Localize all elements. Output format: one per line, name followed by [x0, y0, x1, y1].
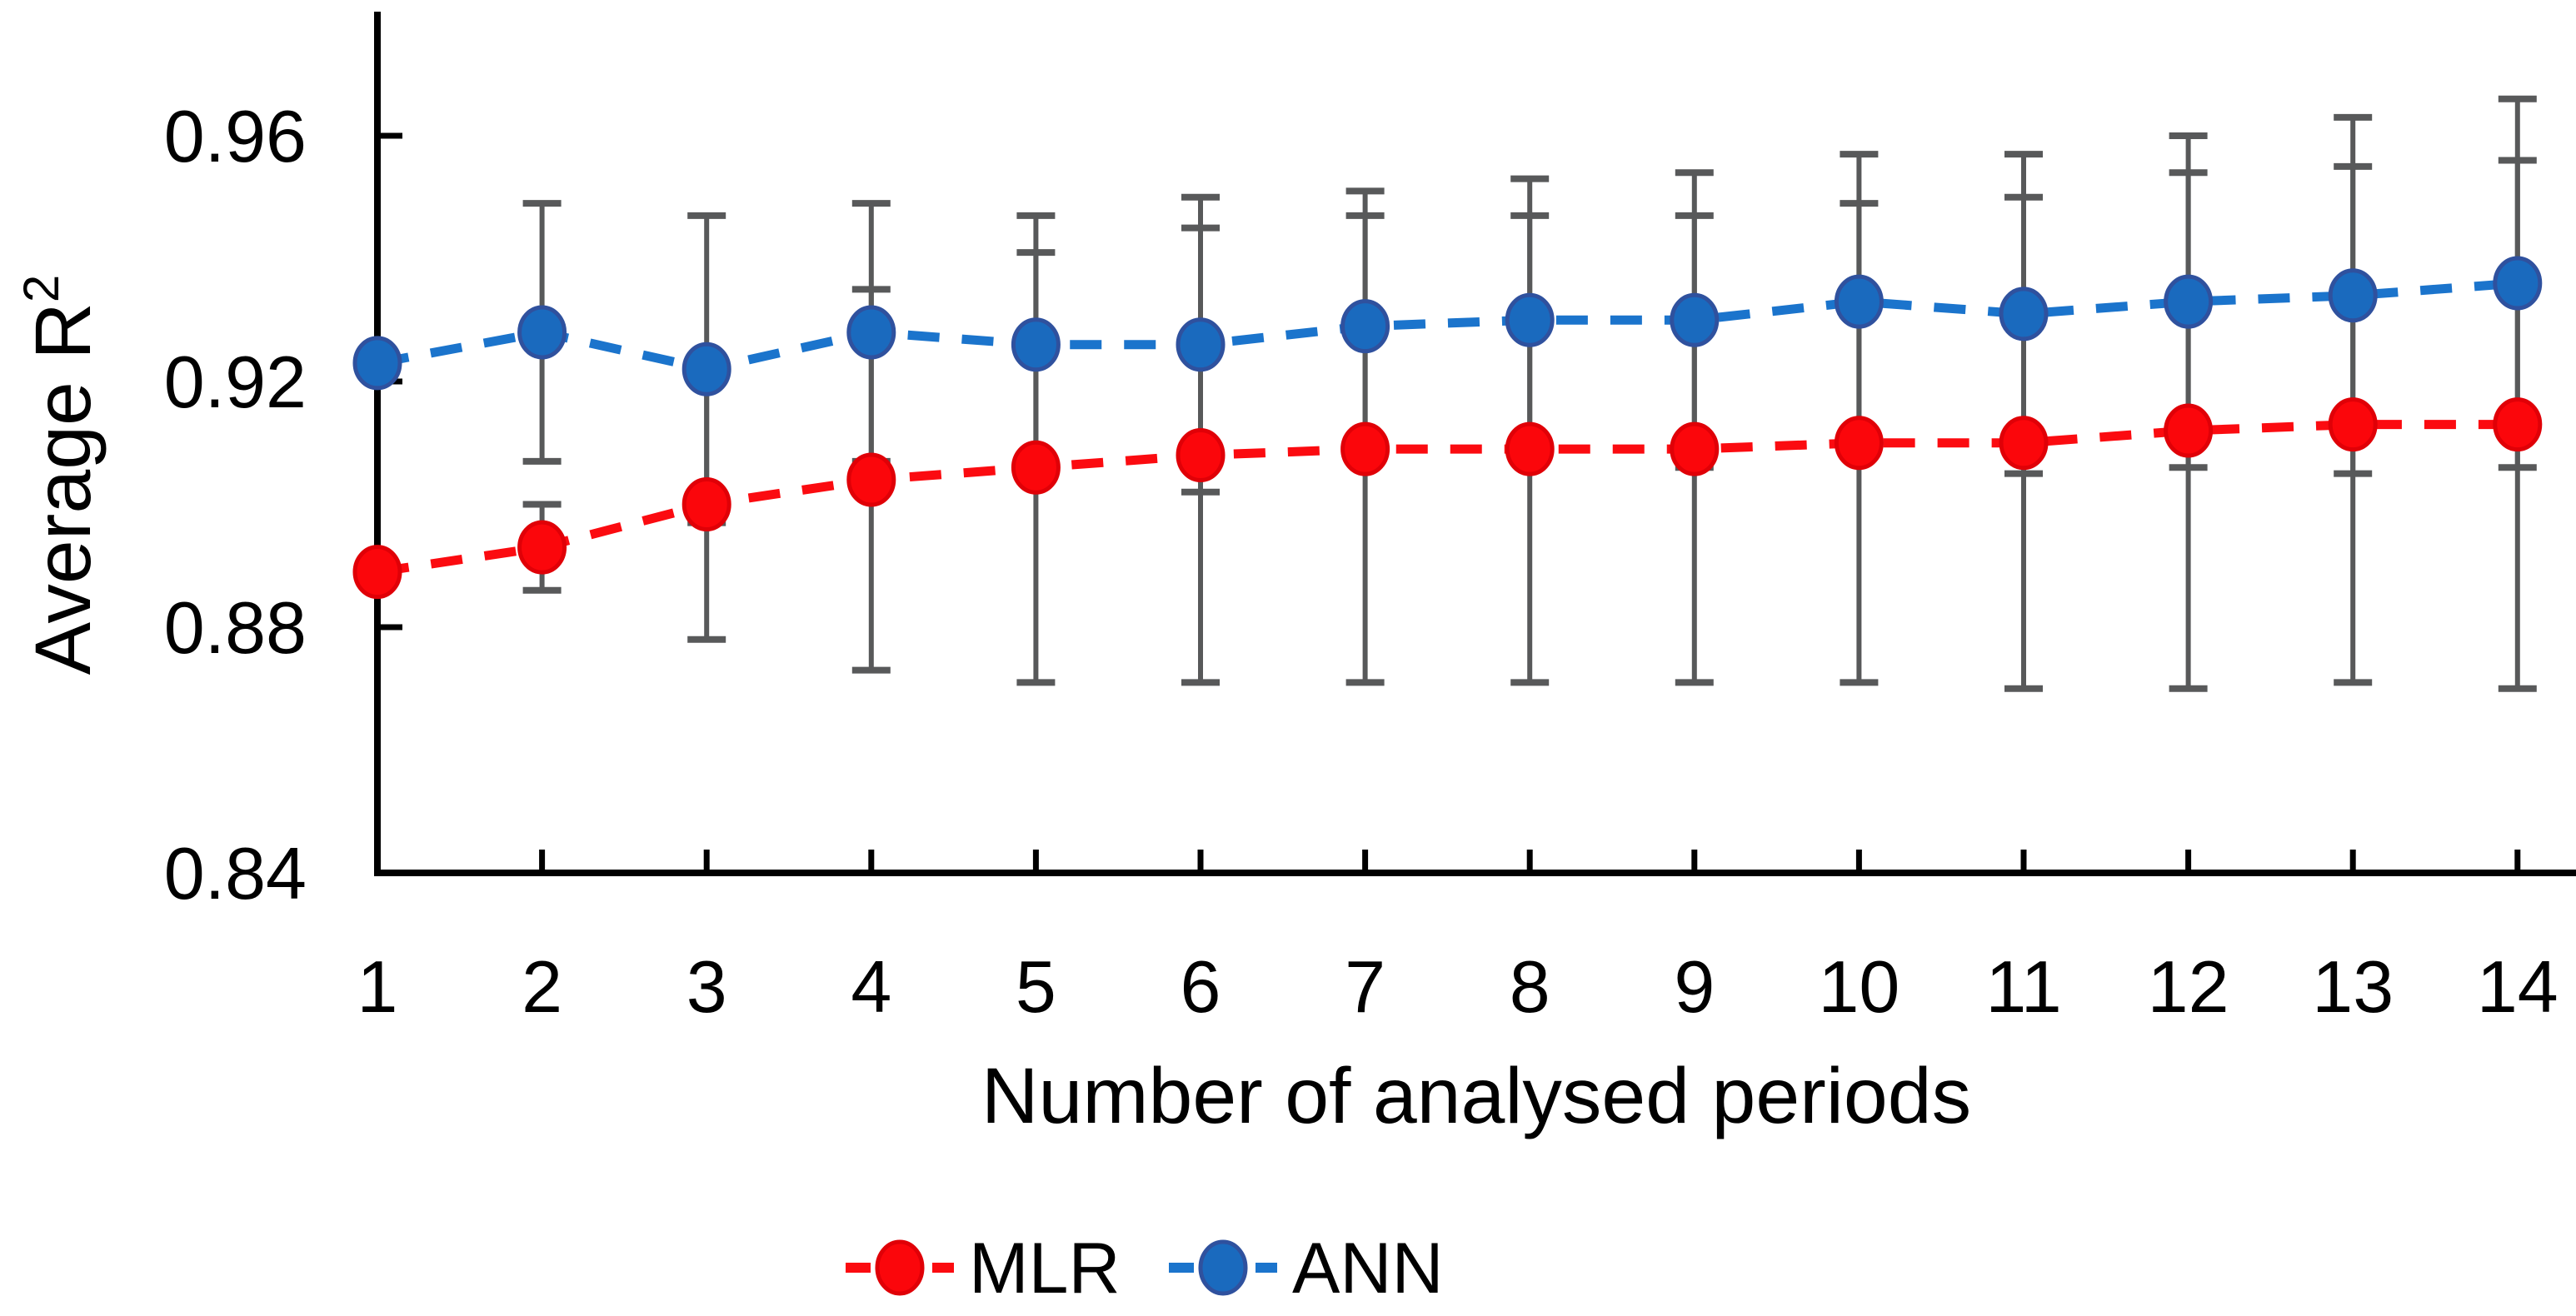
error-bars-layer [522, 95, 2537, 692]
x-tick-label: 14 [2477, 945, 2559, 1028]
y-tick-label: 0.96 [164, 95, 307, 177]
x-tick-label: 1 [357, 945, 398, 1028]
data-point-mlr-1 [352, 545, 402, 600]
x-tick-label: 5 [1016, 945, 1056, 1028]
data-point-ann-7 [1340, 299, 1390, 354]
data-point-mlr-9 [1670, 421, 1720, 476]
data-point-ann-14 [2493, 256, 2543, 311]
data-point-mlr-8 [1505, 421, 1555, 476]
labels-layer: 0.960.920.880.841 2 3 4 5 6 7 8 9 10 11 12 13 14 [164, 95, 2559, 1028]
legend-item-mlr: MLR [846, 1229, 1121, 1309]
data-point-ann-1 [352, 336, 402, 391]
x-tick-label: 9 [1674, 945, 1715, 1028]
x-tick-label: 13 [2312, 945, 2394, 1028]
x-axis-title: Number of analysed periods [981, 1052, 1971, 1140]
y-tick-label: 0.88 [164, 586, 307, 669]
legend-key-marker [875, 1239, 925, 1296]
y-axis-title: Average R2 [13, 275, 107, 675]
y-axis-title-text: Average R2 [13, 275, 107, 675]
data-point-mlr-3 [681, 477, 731, 531]
data-point-ann-4 [846, 305, 896, 360]
data-point-ann-10 [1834, 274, 1884, 329]
legend-label: ANN [1292, 1229, 1444, 1309]
data-point-mlr-4 [846, 452, 896, 507]
data-point-mlr-10 [1834, 416, 1884, 471]
x-tick-label: 2 [522, 945, 562, 1028]
y-tick-label: 0.84 [164, 832, 307, 915]
x-tick-label: 3 [686, 945, 727, 1028]
data-point-ann-5 [1011, 317, 1061, 372]
legend-item-ann: ANN [1169, 1229, 1444, 1309]
x-tick-label: 6 [1181, 945, 1221, 1028]
data-point-ann-13 [2328, 268, 2378, 323]
data-point-mlr-11 [1999, 416, 2049, 471]
legend-key-marker [1198, 1239, 1248, 1296]
data-point-mlr-6 [1176, 428, 1226, 482]
data-point-ann-6 [1176, 317, 1226, 372]
data-point-mlr-13 [2328, 397, 2378, 452]
data-point-ann-12 [2164, 274, 2214, 329]
x-tick-label: 4 [851, 945, 891, 1028]
data-point-mlr-2 [517, 520, 567, 575]
data-point-mlr-7 [1340, 421, 1390, 476]
legend-label: MLR [969, 1229, 1121, 1309]
data-point-mlr-12 [2164, 403, 2214, 458]
series-layer [352, 256, 2543, 600]
x-tick-label: 12 [2148, 945, 2229, 1028]
series-line-mlr [377, 420, 2518, 577]
data-point-ann-3 [681, 341, 731, 396]
data-point-ann-11 [1999, 287, 2049, 341]
y-tick-label: 0.92 [164, 341, 307, 423]
x-tick-label: 8 [1510, 945, 1550, 1028]
data-point-mlr-14 [2493, 397, 2543, 452]
x-tick-label: 7 [1345, 945, 1385, 1028]
data-point-mlr-5 [1011, 440, 1061, 495]
data-point-ann-8 [1505, 292, 1555, 347]
legend: MLR ANN [846, 1229, 1444, 1309]
x-tick-label: 11 [1985, 945, 2061, 1028]
data-point-ann-2 [517, 305, 567, 360]
axes-layer [374, 12, 2576, 876]
series-line-ann [376, 278, 2519, 374]
x-tick-label: 10 [1818, 945, 1900, 1028]
data-point-ann-9 [1670, 292, 1720, 347]
